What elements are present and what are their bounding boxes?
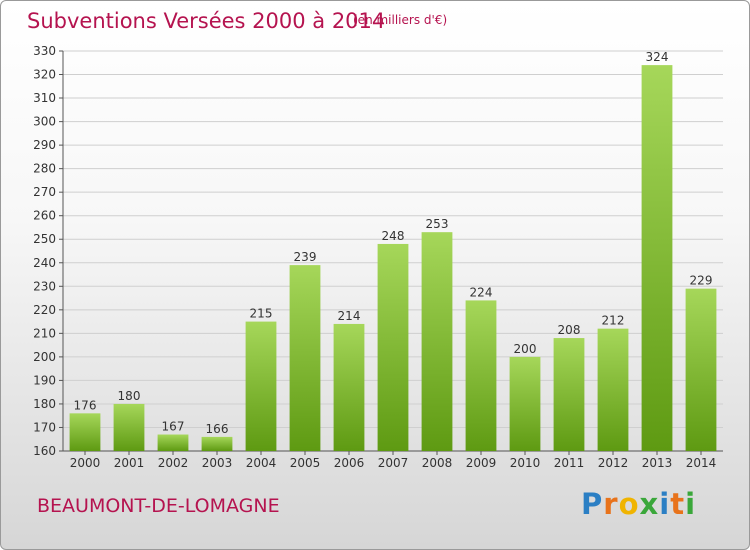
data-label: 176 <box>74 398 97 412</box>
bar <box>113 403 145 451</box>
logo-letter: i <box>685 487 697 521</box>
data-label: 324 <box>646 50 669 64</box>
data-label: 167 <box>162 420 185 434</box>
data-label: 212 <box>602 314 625 328</box>
x-tick-label: 2014 <box>686 456 717 470</box>
bar <box>465 300 497 451</box>
x-tick-label: 2008 <box>422 456 453 470</box>
x-tick-label: 2001 <box>114 456 145 470</box>
bar-chart: 160 170 180 190 200 210 220 230 240 250 260 270 280 2… <box>33 44 723 470</box>
logo-letter: t <box>670 487 686 521</box>
logo-letter: o <box>618 487 640 521</box>
city-name: BEAUMONT-DE-LOMAGNE <box>37 495 280 517</box>
logo-letter: r <box>603 487 619 521</box>
y-tick-label: 300 <box>33 115 56 129</box>
y-tick-label: 330 <box>33 44 56 58</box>
data-label: 229 <box>690 274 713 288</box>
logo-letter: i <box>659 487 671 521</box>
y-tick-label: 190 <box>33 373 56 387</box>
y-tick-label: 170 <box>33 420 56 434</box>
data-label: 180 <box>118 389 141 403</box>
data-label: 208 <box>558 323 581 337</box>
x-tick-label: 2003 <box>202 456 233 470</box>
x-tick-label: 2011 <box>554 456 585 470</box>
x-tick-label: 2012 <box>598 456 629 470</box>
data-label: 239 <box>294 250 317 264</box>
data-label: 224 <box>470 285 493 299</box>
y-tick-label: 260 <box>33 209 56 223</box>
y-tick-label: 270 <box>33 185 56 199</box>
y-tick-label: 250 <box>33 232 56 246</box>
bar <box>289 265 321 451</box>
x-tick-label: 2006 <box>334 456 365 470</box>
y-tick-label: 290 <box>33 138 56 152</box>
bar <box>157 434 189 451</box>
x-tick-label: 2004 <box>246 456 277 470</box>
data-label: 215 <box>250 307 273 321</box>
bar <box>69 413 101 451</box>
bar <box>421 232 453 451</box>
logo-letter: x <box>639 487 660 521</box>
bar <box>509 356 541 451</box>
x-tick-label: 2009 <box>466 456 497 470</box>
chart-subtitle: (en milliers d'€) <box>353 13 448 27</box>
y-tick-label: 180 <box>33 397 56 411</box>
y-tick-label: 230 <box>33 279 56 293</box>
labels: 160 170 180 190 200 210 220 230 240 250 260 270 280 2… <box>33 44 716 470</box>
proxiti-logo[interactable]: Proxiti <box>581 487 696 521</box>
bar <box>597 328 629 451</box>
data-label: 200 <box>514 342 537 356</box>
bar <box>201 436 233 451</box>
y-tick-label: 240 <box>33 256 56 270</box>
bars <box>69 65 717 451</box>
y-tick-label: 160 <box>33 444 56 458</box>
bar <box>641 65 673 451</box>
chart-title: Subventions Versées 2000 à 2014 <box>27 9 386 33</box>
data-label: 253 <box>426 217 449 231</box>
x-tick-label: 2002 <box>158 456 189 470</box>
logo-letter: P <box>581 487 604 521</box>
x-tick-label: 2000 <box>70 456 101 470</box>
y-tick-label: 220 <box>33 303 56 317</box>
y-tick-label: 310 <box>33 91 56 105</box>
x-tick-label: 2013 <box>642 456 673 470</box>
bar <box>685 288 717 451</box>
x-tick-label: 2005 <box>290 456 321 470</box>
data-label: 166 <box>206 422 229 436</box>
y-tick-label: 280 <box>33 162 56 176</box>
y-tick-label: 320 <box>33 68 56 82</box>
x-tick-label: 2010 <box>510 456 541 470</box>
y-tick-label: 200 <box>33 350 56 364</box>
data-label: 214 <box>338 309 361 323</box>
x-tick-label: 2007 <box>378 456 409 470</box>
y-tick-label: 210 <box>33 326 56 340</box>
bar <box>245 321 277 451</box>
bar <box>377 243 409 451</box>
bar <box>553 338 585 451</box>
bar <box>333 323 365 451</box>
data-label: 248 <box>382 229 405 243</box>
